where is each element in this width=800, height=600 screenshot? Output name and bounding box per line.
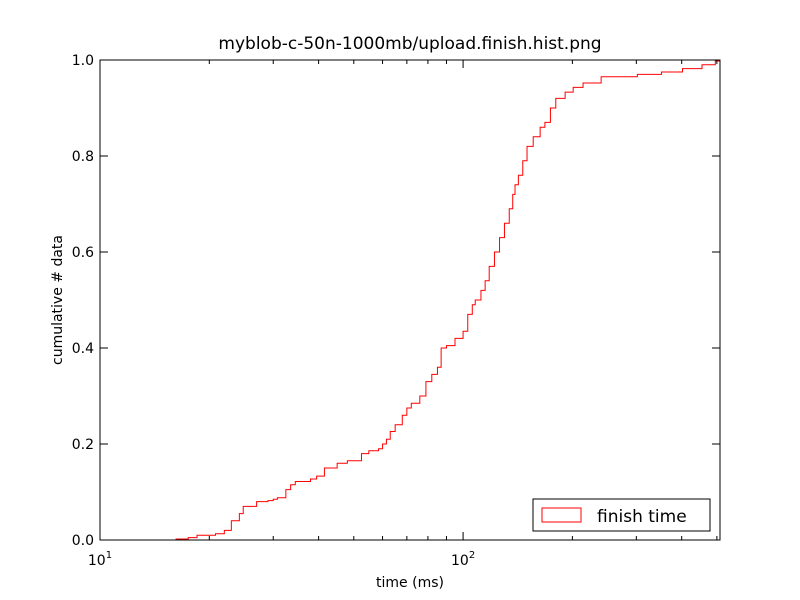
x-tick-label-exponent: 1 [106, 550, 112, 561]
y-tick-label: 0.4 [72, 341, 94, 357]
x-tick-label-base: 10 [451, 553, 469, 569]
legend-swatch [541, 507, 582, 523]
x-tick-label: 102 [451, 550, 475, 569]
x-axis-label: time (ms) [376, 575, 444, 591]
y-tick-label: 0.6 [72, 245, 94, 261]
chart-title: myblob-c-50n-1000mb/upload.finish.hist.p… [218, 34, 601, 54]
y-tick-label: 1.0 [72, 53, 94, 69]
y-tick-label: 0.8 [72, 149, 94, 165]
x-tick-label: 101 [88, 550, 112, 569]
x-tick-label-base: 10 [88, 553, 106, 569]
y-axis-label: cumulative # data [50, 235, 66, 365]
plot-frame [99, 59, 721, 541]
y-tick-label: 0.0 [72, 533, 94, 549]
legend: finish time [532, 498, 711, 532]
series-layer [175, 60, 721, 540]
y-tick-label: 0.2 [72, 437, 94, 453]
x-tick-label-exponent: 2 [469, 550, 475, 561]
legend-label-finish-time: finish time [597, 507, 687, 527]
series-line-0 [175, 60, 721, 540]
